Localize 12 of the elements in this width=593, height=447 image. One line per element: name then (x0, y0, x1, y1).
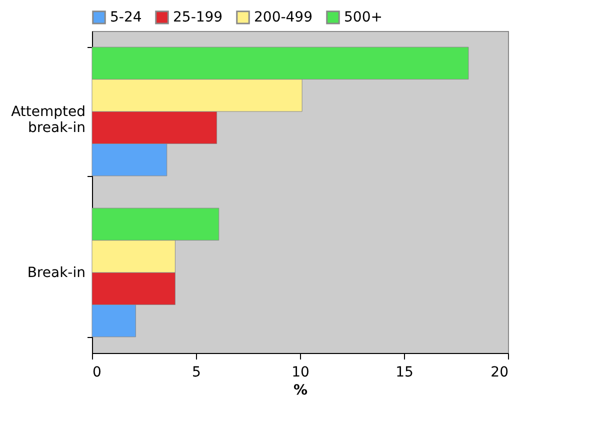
y-tick-label: Attempted break-in (11, 104, 86, 136)
legend-label: 500+ (344, 9, 382, 26)
x-axis-title: % (293, 382, 308, 398)
y-tick-label: Break-in (27, 265, 86, 281)
x-tick-label: 5 (192, 364, 201, 380)
x-tick-label: 10 (292, 364, 310, 380)
legend-label: 200-499 (254, 9, 312, 26)
legend-label: 5-24 (110, 9, 142, 26)
x-tick-label: 20 (490, 364, 508, 380)
x-tick-label: 15 (396, 364, 414, 380)
x-tick-label: 0 (92, 364, 102, 380)
legend-label: 25-199 (173, 9, 223, 26)
